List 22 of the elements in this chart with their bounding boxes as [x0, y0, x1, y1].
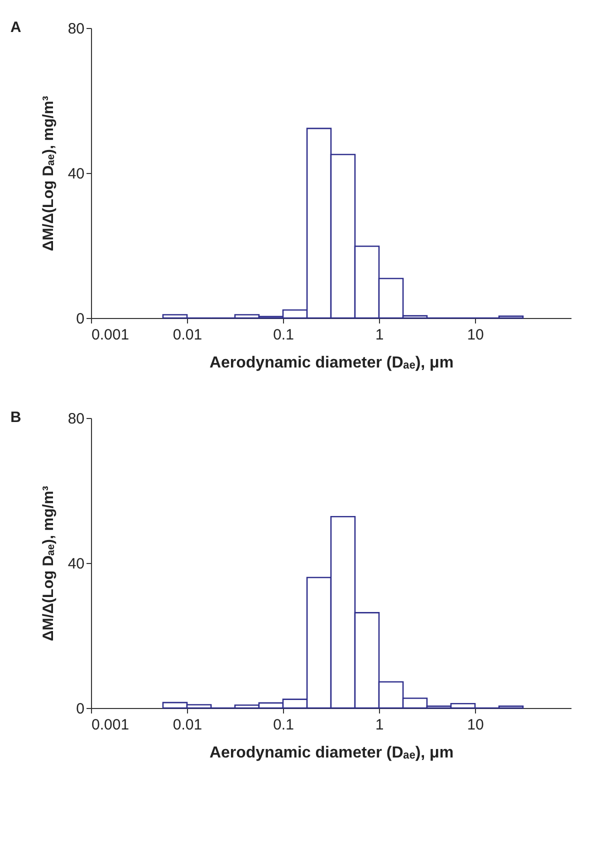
- y-tick-label: 0: [76, 700, 84, 718]
- x-tick-label: 10: [467, 716, 484, 734]
- chart-title: A: [10, 19, 22, 36]
- x-tick-label: 0.01: [172, 326, 202, 344]
- y-tick-label: 0: [76, 310, 84, 328]
- chart-title: B: [10, 409, 22, 426]
- x-tick-label: 0.001: [92, 326, 130, 344]
- y-axis-title: ΔM/Δ(Log Dₐₑ), mg/m³: [40, 96, 57, 252]
- x-axis-title: Aerodynamic diameter (Dₐₑ), μm: [209, 354, 454, 372]
- x-tick-label: 0.1: [273, 326, 294, 344]
- x-tick-label: 10: [467, 326, 484, 344]
- y-tick-label: 80: [68, 410, 84, 428]
- x-tick-label: 0.001: [92, 716, 130, 734]
- y-tick-label: 80: [68, 20, 84, 38]
- y-tick-label: 40: [68, 556, 84, 572]
- x-tick-label: 1: [375, 326, 384, 344]
- y-axis-title: ΔM/Δ(Log Dₐₑ), mg/m³: [40, 486, 57, 642]
- y-tick-label: 40: [68, 166, 84, 182]
- x-tick-label: 1: [375, 716, 384, 734]
- x-tick-label: 0.01: [172, 716, 202, 734]
- x-tick-label: 0.1: [273, 716, 294, 734]
- x-axis-title: Aerodynamic diameter (Dₐₑ), μm: [209, 744, 454, 762]
